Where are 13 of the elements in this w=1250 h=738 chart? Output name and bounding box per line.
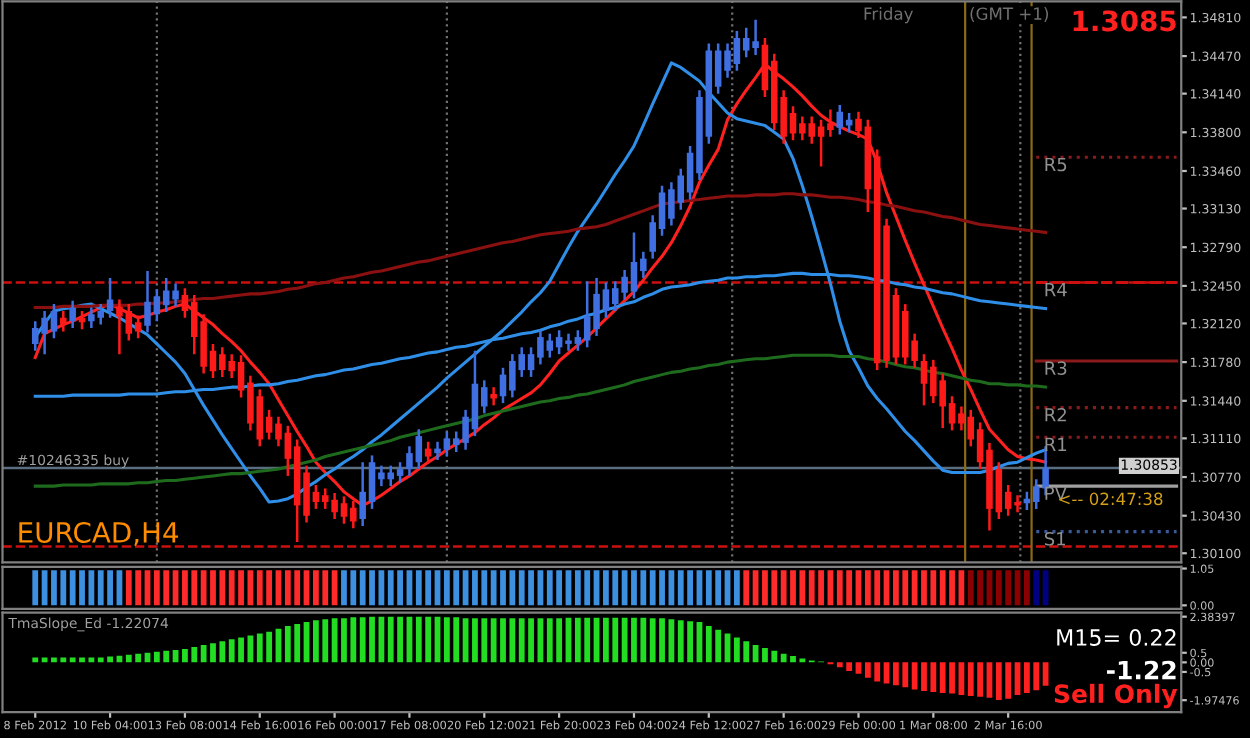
annotation: Sell Only	[1054, 683, 1178, 709]
series-label: R1	[1045, 437, 1067, 451]
annotation: Friday	[864, 7, 914, 24]
annotation: -1.22	[1107, 660, 1176, 680]
series-label: R5	[1045, 157, 1067, 172]
series-label: R2	[1045, 407, 1066, 422]
series-label: R3	[1045, 361, 1067, 375]
annotation: (GMT +1)	[970, 7, 1048, 22]
series-label: S1	[1044, 531, 1066, 546]
annotation: 1.3085	[1073, 10, 1176, 32]
annotation: M15= 0.22	[1057, 629, 1176, 646]
annotation: EURCAD,H4	[19, 521, 179, 546]
series-label: R4	[1045, 283, 1067, 297]
